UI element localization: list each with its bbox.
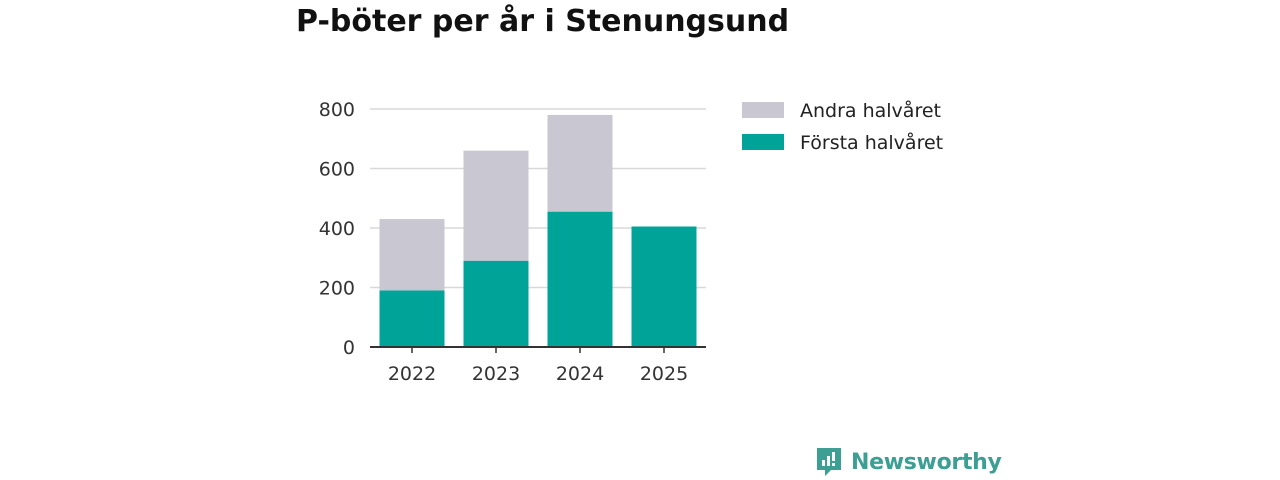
legend-swatch bbox=[742, 102, 784, 118]
y-tick-label: 0 bbox=[343, 337, 355, 359]
x-tick-label: 2024 bbox=[556, 363, 604, 385]
x-tick-label: 2023 bbox=[472, 363, 520, 385]
legend-label: Första halvåret bbox=[800, 131, 943, 154]
x-tick-label: 2022 bbox=[388, 363, 436, 385]
bar-segment bbox=[379, 290, 445, 347]
bar-segment bbox=[463, 150, 529, 261]
bar-segment bbox=[379, 219, 445, 291]
chart-title: P-böter per år i Stenungsund bbox=[296, 4, 790, 39]
y-tick-label: 400 bbox=[319, 218, 355, 240]
axes: 0 200 400 600 800 2022 2023 2024 2025 bbox=[319, 99, 706, 385]
brand-name: Newsworthy bbox=[851, 449, 1002, 475]
newsworthy-logo-icon bbox=[817, 448, 841, 476]
bar-segment bbox=[547, 114, 613, 212]
bar-segment bbox=[547, 211, 613, 347]
y-tick-label: 600 bbox=[319, 159, 355, 181]
legend: Andra halvåret Första halvåret bbox=[742, 99, 943, 154]
legend-label: Andra halvåret bbox=[800, 99, 941, 122]
bars bbox=[379, 114, 697, 347]
brand-logo: Newsworthy bbox=[815, 446, 1002, 478]
bar-segment bbox=[463, 260, 529, 347]
bar-segment bbox=[631, 226, 697, 347]
y-tick-label: 200 bbox=[319, 278, 355, 300]
x-tick-label: 2025 bbox=[640, 363, 688, 385]
legend-swatch bbox=[742, 134, 784, 150]
y-tick-label: 800 bbox=[319, 99, 355, 121]
